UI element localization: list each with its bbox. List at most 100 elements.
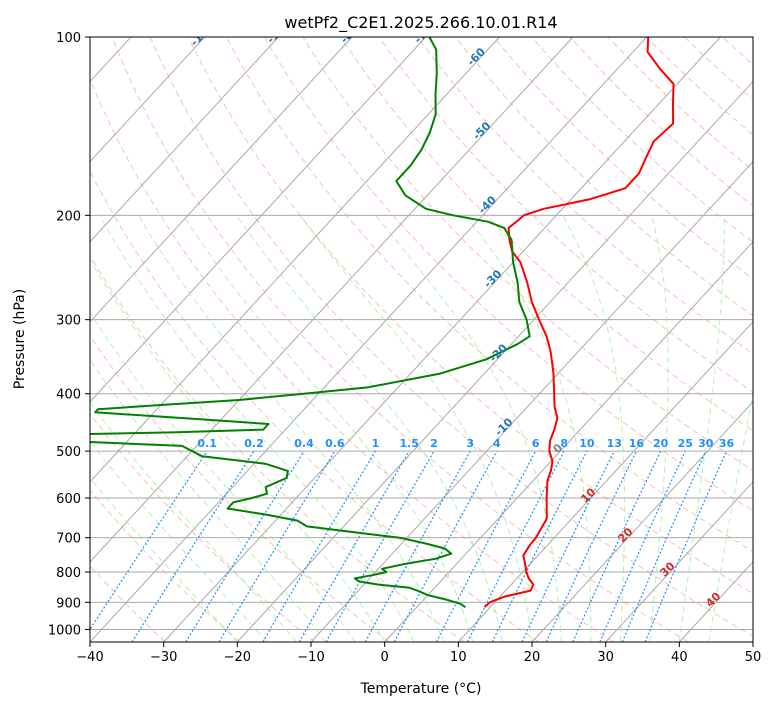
dry-adiabat bbox=[90, 335, 390, 642]
mixing-ratio-label: 36 bbox=[719, 437, 735, 450]
isotherm-line bbox=[605, 481, 753, 642]
y-axis-label: Pressure (hPa) bbox=[12, 289, 28, 389]
dry-adiabat bbox=[264, 37, 753, 512]
mixing-ratio-label: 20 bbox=[653, 437, 669, 450]
mixing-ratio-line bbox=[521, 450, 615, 642]
x-tick-label: −40 bbox=[76, 650, 103, 665]
temperature-profile bbox=[483, 37, 675, 608]
dry-adiabat bbox=[90, 77, 614, 642]
moist-adiabat bbox=[235, 215, 503, 642]
mixing-ratio-label: 13 bbox=[607, 437, 622, 450]
y-tick-label: 1000 bbox=[48, 623, 81, 638]
mixing-ratio-label: 1 bbox=[372, 437, 380, 450]
dry-adiabat bbox=[90, 489, 241, 642]
isotherm-line bbox=[90, 37, 427, 403]
mixing-ratio-label: 30 bbox=[698, 437, 714, 450]
x-axis-label: Temperature (°C) bbox=[360, 681, 482, 697]
grid-layer bbox=[90, 37, 753, 642]
moist-adiabat bbox=[90, 312, 356, 642]
mixing-ratio-line bbox=[572, 450, 662, 642]
chart-title: wetPf2_C2E1.2025.266.10.01.R14 bbox=[284, 13, 557, 33]
mixing-ratio-line bbox=[466, 450, 565, 642]
isotherm-label: -80 bbox=[338, 23, 361, 46]
moist-adiabat bbox=[138, 215, 445, 642]
mixing-ratio-label: 8 bbox=[560, 437, 568, 450]
mixing-ratio-line bbox=[298, 450, 410, 642]
moist-adiabat bbox=[99, 215, 415, 642]
dry-adiabat bbox=[187, 37, 753, 595]
x-tick-label: 50 bbox=[745, 650, 762, 665]
mixing-ratio-line bbox=[185, 450, 305, 642]
dry-adiabat bbox=[226, 37, 753, 553]
mixing-ratio-line bbox=[644, 450, 728, 642]
isotherm-line bbox=[90, 37, 500, 483]
isotherm-label: -70 bbox=[412, 23, 435, 46]
mixing-ratio-line bbox=[599, 450, 686, 642]
y-tick-label: 500 bbox=[56, 445, 81, 460]
moist-adiabat bbox=[678, 215, 725, 642]
mixing-ratio-label: 0.6 bbox=[325, 437, 345, 450]
mixing-ratio-label: 3 bbox=[466, 437, 474, 450]
isotherm-line bbox=[531, 401, 753, 642]
y-tick-label: 800 bbox=[56, 566, 81, 581]
mixing-ratio-line bbox=[131, 450, 255, 642]
y-tick-label: 200 bbox=[56, 209, 81, 224]
x-tick-label: 30 bbox=[597, 650, 614, 665]
isotherm-line bbox=[163, 37, 721, 642]
mixing-ratio-label: 25 bbox=[678, 437, 693, 450]
x-tick-label: 0 bbox=[381, 650, 389, 665]
isotherm-label: -90 bbox=[264, 23, 287, 46]
dry-adiabat bbox=[90, 254, 465, 642]
moist-adiabat bbox=[90, 258, 386, 642]
moist-adiabat bbox=[375, 214, 562, 642]
y-tick-label: 300 bbox=[56, 314, 81, 329]
moist-adiabat bbox=[90, 440, 268, 642]
isotherm-label: -100 bbox=[188, 20, 217, 49]
y-tick-label: 100 bbox=[56, 31, 81, 46]
isotherm-line bbox=[310, 160, 753, 642]
isotherm-line bbox=[90, 37, 648, 642]
moist-adiabat bbox=[561, 215, 626, 642]
mixing-ratio-line bbox=[325, 450, 435, 642]
x-tick-label: 40 bbox=[671, 650, 688, 665]
mixing-ratio-line bbox=[491, 450, 588, 642]
x-tick-label: −30 bbox=[150, 650, 177, 665]
mixing-ratio-label: 0.1 bbox=[197, 437, 217, 450]
isotherm-line bbox=[90, 37, 353, 323]
y-tick-label: 900 bbox=[56, 596, 81, 611]
mixing-ratio-label: 0.4 bbox=[294, 437, 314, 450]
mixing-ratio-label: 4 bbox=[493, 437, 501, 450]
mixing-ratio-line bbox=[90, 450, 208, 631]
mixing-ratio-line bbox=[545, 450, 637, 642]
mixing-ratio-label: 10 bbox=[579, 437, 595, 450]
mixing-ratio-label: 6 bbox=[532, 437, 540, 450]
dry-adiabat bbox=[340, 37, 753, 432]
y-tick-label: 400 bbox=[56, 388, 81, 403]
dry-adiabat bbox=[90, 565, 166, 642]
data-layer bbox=[90, 37, 675, 609]
y-tick-label: 600 bbox=[56, 492, 81, 507]
dry-adiabat bbox=[149, 37, 753, 637]
mixing-ratio-label: 0.2 bbox=[244, 437, 264, 450]
dry-adiabat bbox=[90, 170, 540, 642]
mixing-ratio-line bbox=[621, 450, 707, 642]
x-tick-label: −10 bbox=[297, 650, 324, 665]
moist-adiabat bbox=[708, 389, 753, 642]
plot-frame bbox=[89, 36, 754, 643]
x-tick-label: −20 bbox=[224, 650, 251, 665]
dewpoint-profile bbox=[90, 37, 531, 609]
isotherm-line bbox=[90, 37, 206, 163]
y-tick-label: 700 bbox=[56, 532, 81, 547]
moist-adiabat bbox=[649, 215, 669, 642]
moist-adiabat bbox=[90, 477, 238, 642]
dry-adiabat bbox=[111, 37, 689, 642]
mixing-ratio-label: 2 bbox=[430, 437, 438, 450]
x-tick-label: 20 bbox=[524, 650, 541, 665]
mixing-ratio-label: 16 bbox=[629, 437, 645, 450]
mixing-ratio-label: 1.5 bbox=[399, 437, 419, 450]
isotherm-line bbox=[384, 241, 753, 642]
dry-adiabat bbox=[90, 413, 316, 642]
x-tick-label: 10 bbox=[450, 650, 467, 665]
isotherm-line bbox=[90, 37, 279, 243]
